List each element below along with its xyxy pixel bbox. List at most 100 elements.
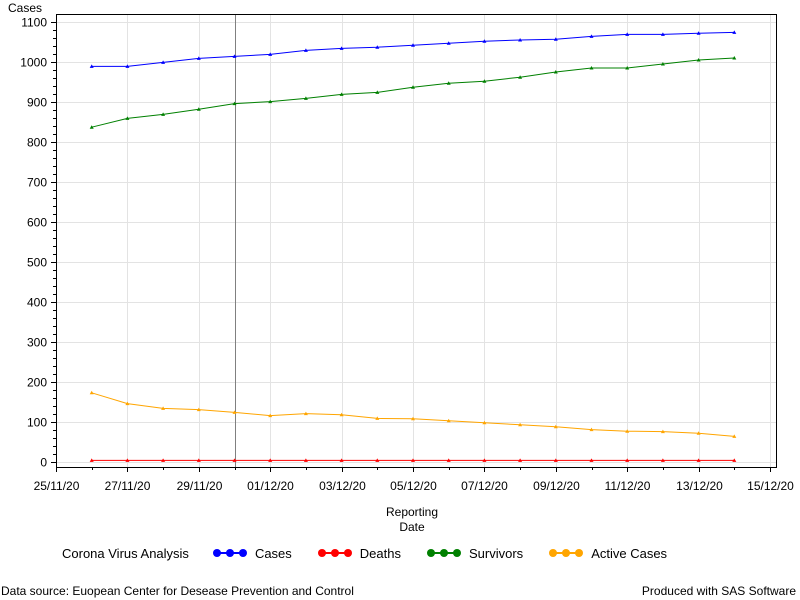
legend-item-active-cases: Active Cases — [549, 546, 667, 561]
y-tick-label: 800 — [27, 136, 47, 150]
legend-item-cases: Cases — [212, 545, 292, 561]
legend-label-deaths: Deaths — [359, 545, 401, 561]
data-point-deaths — [625, 458, 630, 462]
data-point-cases — [553, 37, 558, 41]
data-point-cases — [375, 45, 380, 49]
data-point-active-cases — [482, 420, 487, 425]
x-tick-label: 25/11/20 — [34, 479, 80, 493]
legend-marker — [427, 549, 435, 557]
x-tick-label: 29/11/20 — [177, 479, 223, 493]
data-point-cases — [196, 56, 201, 60]
y-tick-label: 600 — [27, 216, 47, 230]
data-point-survivors — [161, 112, 166, 116]
data-point-cases — [232, 54, 237, 58]
data-point-survivors — [696, 58, 701, 62]
data-point-survivors — [89, 125, 94, 129]
legend-label-survivors: Survivors — [469, 545, 524, 561]
data-point-cases — [411, 43, 415, 47]
data-point-survivors — [268, 99, 273, 104]
data-point-cases — [625, 32, 630, 36]
y-tick-label: 400 — [27, 296, 47, 310]
legend-label-cases: Cases — [254, 545, 292, 561]
data-point-survivors — [303, 96, 308, 100]
legend-marker — [225, 549, 234, 557]
data-point-deaths — [339, 458, 344, 462]
x-tick-label: 09/12/20 — [533, 479, 580, 493]
data-point-survivors — [375, 90, 380, 94]
legend-marker — [212, 549, 221, 557]
legend-marker — [453, 549, 461, 557]
data-point-cases — [339, 46, 344, 50]
data-point-survivors — [232, 101, 237, 106]
data-point-survivors — [446, 81, 451, 85]
data-point-active-cases — [339, 412, 344, 417]
x-tick-label: 11/12/20 — [605, 479, 651, 493]
data-point-cases — [589, 34, 594, 38]
data-point-deaths — [232, 458, 237, 462]
legend-marker — [317, 549, 326, 557]
data-point-survivors — [732, 56, 737, 60]
software-credit: Produced with SAS Software — [641, 584, 796, 598]
series-group — [89, 30, 737, 462]
data-point-survivors — [482, 79, 487, 83]
data-point-cases — [161, 60, 166, 64]
data-point-active-cases — [553, 424, 558, 429]
legend-item-survivors: Survivors — [427, 546, 523, 561]
data-point-active-cases — [696, 431, 701, 435]
data-point-deaths — [482, 458, 487, 462]
data-point-cases — [660, 32, 665, 36]
data-point-cases — [696, 31, 701, 35]
data-point-deaths — [553, 458, 558, 462]
data-point-cases — [125, 64, 130, 68]
y-tick-label: 1000 — [20, 56, 47, 70]
data-point-cases — [732, 30, 737, 34]
data-point-survivors — [518, 75, 523, 79]
data-point-deaths — [518, 458, 523, 462]
x-axis-label-line2: Date — [399, 520, 425, 534]
data-point-active-cases — [375, 416, 380, 420]
data-point-deaths — [303, 458, 308, 462]
y-tick-label: 300 — [27, 336, 47, 350]
data-point-cases — [303, 48, 308, 52]
plot-frame — [56, 14, 777, 468]
data-point-active-cases — [411, 416, 415, 421]
legend-marker — [549, 549, 558, 557]
x-tick-label: 03/12/20 — [319, 479, 366, 493]
data-point-deaths — [732, 458, 737, 462]
data-point-deaths — [89, 458, 94, 462]
data-point-survivors — [660, 62, 665, 66]
data-point-active-cases — [303, 411, 308, 416]
data-point-active-cases — [589, 427, 594, 432]
data-point-active-cases — [196, 407, 201, 412]
data-point-active-cases — [125, 401, 130, 406]
legend-marker — [562, 549, 571, 557]
data-point-active-cases — [446, 418, 451, 423]
legend-marker — [343, 549, 352, 557]
data-point-survivors — [196, 107, 201, 111]
data-point-deaths — [125, 458, 130, 462]
legend-item-deaths: Deaths — [317, 545, 401, 561]
data-point-survivors — [411, 85, 415, 89]
legend-title: Corona Virus Analysis — [62, 545, 189, 561]
data-point-active-cases — [89, 390, 94, 395]
x-axis-label-line1: Reporting — [386, 505, 438, 519]
y-axis-label: Cases — [8, 1, 42, 15]
data-point-active-cases — [268, 413, 273, 418]
legend-marker — [575, 549, 584, 557]
data-point-survivors — [125, 116, 130, 120]
legend-swatch-active-cases — [549, 548, 584, 558]
data-point-deaths — [268, 458, 273, 462]
data-point-deaths — [375, 458, 380, 462]
legend-marker — [238, 549, 247, 557]
y-tick-label: 500 — [27, 256, 47, 270]
data-point-active-cases — [732, 434, 737, 438]
data-point-survivors — [339, 92, 344, 96]
data-source-note: Data source: Euopean Center for Desease … — [1, 584, 354, 598]
data-point-active-cases — [518, 422, 523, 427]
x-tick-label: 07/12/20 — [461, 479, 508, 493]
x-tick-label: 13/12/20 — [676, 479, 723, 493]
data-point-cases — [446, 41, 451, 45]
data-point-deaths — [196, 458, 201, 462]
legend-swatch-survivors — [427, 548, 461, 558]
data-point-cases — [518, 38, 523, 42]
